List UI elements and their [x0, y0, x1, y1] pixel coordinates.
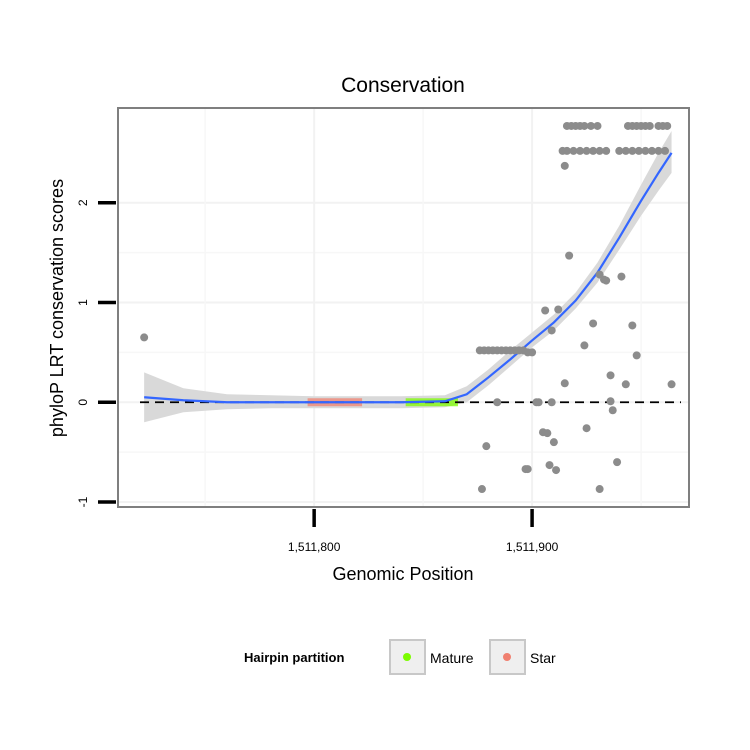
- data-point: [667, 380, 676, 389]
- smooth-line-layer: [144, 152, 673, 404]
- data-point: [632, 351, 641, 360]
- plot-background: [117, 107, 690, 508]
- data-point: [569, 146, 578, 155]
- legend-item-mature: Mature: [389, 639, 474, 675]
- data-point: [493, 398, 502, 407]
- data-point: [552, 466, 561, 475]
- data-point: [628, 321, 637, 330]
- data-point: [593, 121, 602, 130]
- smooth-fit-line: [144, 152, 673, 404]
- data-point: [613, 458, 622, 467]
- data-point: [549, 438, 558, 447]
- x-axis-title: Genomic Position: [332, 564, 473, 584]
- data-point: [602, 146, 611, 155]
- data-point: [582, 424, 591, 433]
- data-point: [663, 121, 672, 130]
- data-point: [645, 121, 654, 130]
- data-point: [580, 121, 589, 130]
- data-point: [534, 398, 543, 407]
- data-point: [482, 442, 491, 451]
- smooth-confidence-ribbon: [144, 130, 672, 423]
- data-point: [523, 465, 532, 474]
- data-point: [589, 146, 598, 155]
- data-point: [477, 485, 486, 494]
- legend: Hairpin partition Mature Star: [244, 639, 556, 675]
- y-tick-label: 0: [76, 399, 90, 406]
- legend-swatch-mature: [403, 653, 411, 661]
- data-point: [560, 161, 569, 170]
- data-point: [608, 406, 617, 415]
- data-point: [661, 146, 670, 155]
- legend-swatch-star: [503, 653, 511, 661]
- data-point: [586, 121, 595, 130]
- data-point: [580, 341, 589, 350]
- data-point: [647, 146, 656, 155]
- data-point: [560, 379, 569, 388]
- data-point: [582, 146, 591, 155]
- y-tick-label: 1: [76, 299, 90, 306]
- x-axis: 1,511,800 1,511,900: [288, 509, 559, 554]
- y-axis-title: phyloP LRT conservation scores: [47, 179, 67, 437]
- data-point: [641, 146, 650, 155]
- y-tick-label: -1: [76, 496, 90, 507]
- data-point: [547, 398, 556, 407]
- y-tick-label: 2: [76, 199, 90, 206]
- chart-title: Conservation: [341, 74, 465, 97]
- legend-label-star: Star: [530, 650, 556, 666]
- data-point: [528, 348, 537, 357]
- x-tick-label: 1,511,900: [506, 540, 559, 554]
- data-point: [621, 380, 630, 389]
- data-point: [628, 146, 637, 155]
- data-point: [595, 146, 604, 155]
- data-point: [140, 333, 149, 342]
- data-point: [606, 371, 615, 380]
- data-point: [615, 146, 624, 155]
- data-point: [541, 306, 550, 315]
- points-layer: [140, 121, 676, 494]
- data-point: [562, 146, 571, 155]
- x-tick-label: 1,511,800: [288, 540, 341, 554]
- data-point: [617, 272, 626, 281]
- data-point: [634, 146, 643, 155]
- data-point: [595, 485, 604, 494]
- data-point: [602, 276, 611, 285]
- y-axis: -1 0 1 2: [76, 199, 116, 507]
- data-point: [606, 397, 615, 406]
- plot-panel: [117, 107, 690, 508]
- legend-label-mature: Mature: [430, 650, 474, 666]
- data-point: [654, 146, 663, 155]
- data-point: [621, 146, 630, 155]
- data-point: [543, 429, 552, 438]
- data-point: [565, 251, 574, 260]
- data-point: [547, 326, 556, 335]
- data-point: [576, 146, 585, 155]
- legend-item-star: Star: [489, 639, 556, 675]
- data-point: [589, 319, 598, 328]
- legend-title: Hairpin partition: [244, 650, 344, 665]
- smooth-ribbon-layer: [144, 130, 672, 423]
- data-point: [554, 305, 563, 314]
- data-point: [545, 461, 554, 470]
